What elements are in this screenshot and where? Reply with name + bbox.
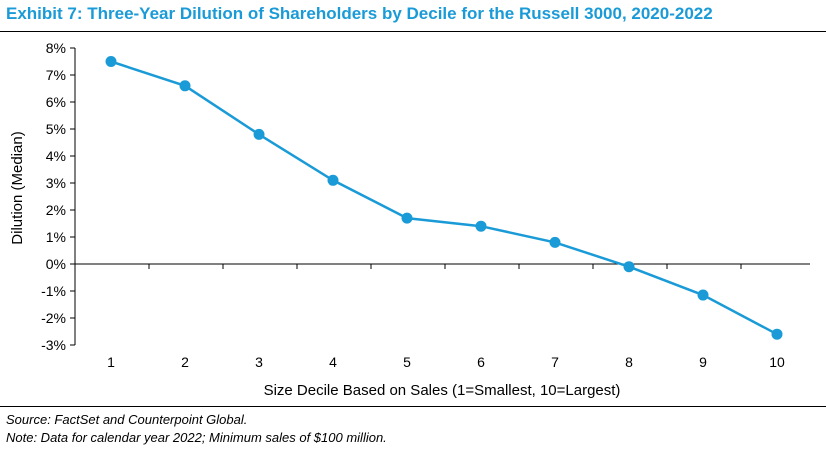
x-tick-label: 3 (255, 354, 263, 370)
axes (70, 47, 810, 346)
data-point (549, 236, 561, 248)
y-tick-label: 5% (46, 121, 66, 137)
series-line (110, 60, 778, 336)
x-tick-label: 4 (329, 354, 337, 370)
chart-title: Exhibit 7: Three-Year Dilution of Shareh… (6, 4, 713, 23)
data-point (179, 80, 191, 92)
x-tick-labels: 1 2 3 4 5 6 7 8 9 10 (107, 354, 785, 370)
x-tick-label: 10 (769, 354, 785, 370)
data-point (327, 174, 339, 186)
x-tick-label: 9 (699, 354, 707, 370)
x-tick-label: 1 (107, 354, 115, 370)
x-tick-label: 2 (181, 354, 189, 370)
y-tick-label: 4% (46, 148, 66, 164)
bottom-divider (0, 406, 826, 407)
data-points (105, 56, 783, 340)
x-tick-label: 6 (477, 354, 485, 370)
y-tick-label: -3% (41, 337, 66, 353)
data-point (623, 261, 635, 273)
data-note: Note: Data for calendar year 2022; Minim… (6, 430, 387, 445)
y-tick-label: 7% (46, 67, 66, 83)
x-tick-label: 5 (403, 354, 411, 370)
y-tick-label: 1% (46, 229, 66, 245)
y-tick-labels: 8% 7% 6% 5% 4% 3% 2% 1% 0% -1% -2% -3% (41, 40, 66, 353)
y-tick-label: 2% (46, 202, 66, 218)
line-chart: Dilution (Median) Size Decile Based on S… (9, 40, 810, 399)
y-tick-label: 3% (46, 175, 66, 191)
y-tick-label: -2% (41, 310, 66, 326)
data-point (771, 328, 783, 340)
data-point (253, 128, 265, 140)
data-point (697, 289, 709, 301)
y-tick-label: 8% (46, 40, 66, 56)
y-tick-label: 6% (46, 94, 66, 110)
source-note: Source: FactSet and Counterpoint Global. (6, 412, 248, 427)
x-tick-label: 7 (551, 354, 559, 370)
top-divider (0, 31, 826, 32)
x-tick-label: 8 (625, 354, 633, 370)
y-tick-label: 0% (46, 256, 66, 272)
x-axis-label: Size Decile Based on Sales (1=Smallest, … (264, 382, 621, 399)
y-axis-label: Dilution (Median) (9, 131, 26, 244)
data-point (401, 212, 413, 224)
data-point (475, 220, 487, 232)
y-tick-label: -1% (41, 283, 66, 299)
data-point (105, 56, 117, 67)
